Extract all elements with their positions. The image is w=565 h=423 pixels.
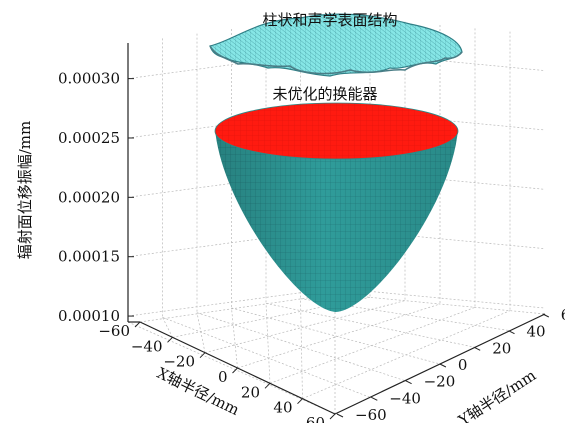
y-tick-label: 60	[561, 306, 565, 324]
y-tick-mark	[508, 330, 515, 335]
x-tick-mark	[329, 413, 336, 420]
annotation-disk: 柱状和声学表面结构	[262, 11, 397, 29]
x-tick-label: −40	[131, 337, 163, 355]
grid-line-floor-b	[162, 317, 371, 398]
x-tick-mark	[297, 398, 303, 405]
y-axis-ticks: −60−40−200 20 40 60	[336, 306, 565, 423]
z-tick-label: 0.00025	[58, 129, 120, 147]
y-tick-label: −20	[424, 373, 456, 391]
grid-line-floor	[265, 303, 271, 384]
grid-line-floor-b	[127, 321, 336, 415]
annotation-cone: 未优化的换能器	[272, 85, 377, 103]
y-tick-mark	[473, 346, 481, 351]
x-tick-label: 0	[218, 368, 228, 386]
y-axis-label: Y轴半径/mm	[454, 366, 539, 423]
grid-line-floor-a	[172, 296, 371, 338]
cone-inner-surface	[214, 102, 459, 160]
y-tick-mark	[439, 363, 447, 368]
x-tick-label: 40	[273, 399, 292, 417]
z-axis-label: 辐射面位移振幅/mm	[16, 121, 34, 260]
z-tick-label: 0.00010	[58, 307, 120, 325]
y-tick-label: −40	[389, 389, 421, 407]
y-tick-mark	[405, 380, 412, 385]
grid-line-floor-a	[139, 293, 336, 323]
grid-line-floor	[196, 312, 206, 353]
y-tick-label: 0	[458, 356, 468, 374]
x-tick-label: −60	[98, 322, 130, 340]
series-disk	[209, 13, 463, 77]
x-axis-label: X轴半径/mm	[154, 364, 242, 419]
y-tick-mark	[542, 313, 550, 318]
cone-outer-shading	[215, 129, 458, 312]
z-axis-ticks: 0.00010 0.00015 0.00020 0.00025 0.00030	[58, 70, 134, 325]
x-tick-mark	[232, 367, 238, 374]
grid-line-floor	[231, 307, 238, 369]
grid-line-floor-a	[237, 303, 441, 369]
x-tick-mark	[167, 336, 173, 343]
y-tick-label: 20	[492, 339, 511, 357]
y-tick-label: 40	[527, 323, 546, 341]
y-tick-mark	[371, 396, 378, 401]
x-tick-label: 20	[241, 383, 260, 401]
disk-rim	[209, 45, 463, 75]
x-tick-mark	[134, 321, 141, 328]
x-tick-label: −20	[163, 353, 195, 371]
grid-line-floor-b	[334, 293, 546, 315]
grid-line-floor-b	[231, 307, 441, 365]
grid-line-floor-a	[269, 307, 476, 384]
z-tick-label: 0.00020	[58, 188, 120, 206]
grid-line-floor-b	[196, 312, 406, 381]
z-tick-label: 0.00015	[58, 248, 120, 266]
grid-line-floor	[300, 298, 303, 399]
x-tick-label: 60	[306, 414, 325, 423]
grid-line-floor-b	[300, 298, 511, 332]
z-tick-label: 0.00030	[58, 70, 120, 88]
x-tick-mark	[264, 382, 271, 389]
x-tick-mark	[199, 352, 206, 359]
y-tick-label: −60	[355, 406, 387, 423]
grid-line-floor-a	[302, 310, 511, 399]
y-tick-mark	[336, 413, 344, 418]
grid-line-floor-a	[204, 300, 406, 354]
series-cone	[214, 102, 459, 312]
x-axis-ticks: −60−40−20 0 20 40 60	[98, 321, 336, 423]
